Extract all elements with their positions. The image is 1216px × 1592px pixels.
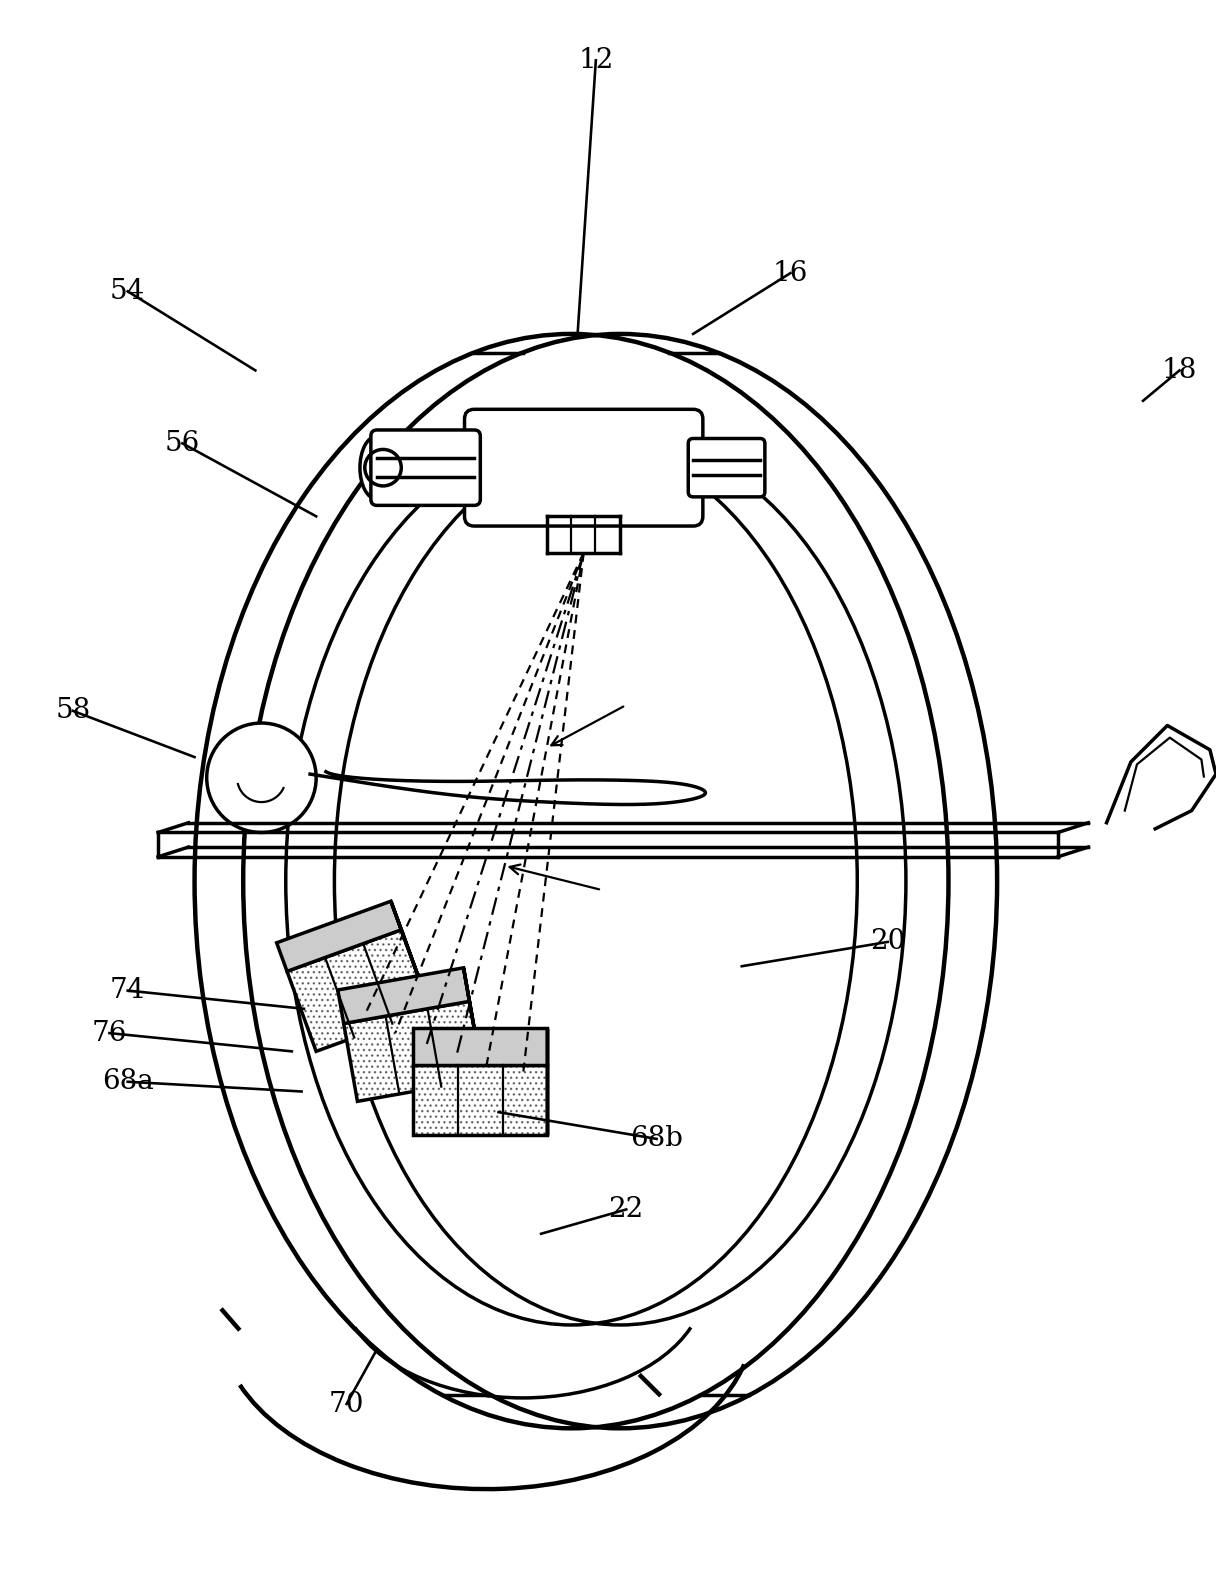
Polygon shape	[463, 968, 483, 1079]
Polygon shape	[344, 1001, 483, 1102]
Text: 76: 76	[91, 1019, 128, 1046]
Text: 16: 16	[772, 259, 809, 287]
Text: 56: 56	[165, 430, 199, 457]
Text: 22: 22	[609, 1196, 643, 1223]
Text: 12: 12	[578, 46, 614, 73]
Text: 58: 58	[56, 697, 90, 724]
Text: 74: 74	[109, 977, 146, 1005]
FancyBboxPatch shape	[371, 430, 480, 505]
Polygon shape	[287, 930, 430, 1051]
Text: 54: 54	[111, 279, 145, 304]
Polygon shape	[413, 1065, 547, 1135]
Text: 20: 20	[869, 928, 906, 955]
Ellipse shape	[360, 436, 394, 500]
Polygon shape	[390, 901, 430, 1009]
Text: 18: 18	[1161, 357, 1198, 384]
Text: 68b: 68b	[630, 1126, 683, 1153]
Polygon shape	[338, 968, 469, 1024]
FancyBboxPatch shape	[688, 438, 765, 497]
FancyBboxPatch shape	[465, 409, 703, 525]
Polygon shape	[413, 1028, 547, 1065]
Polygon shape	[276, 901, 401, 971]
Text: 70: 70	[328, 1390, 365, 1417]
Text: 68a: 68a	[102, 1068, 153, 1095]
Circle shape	[207, 723, 316, 833]
